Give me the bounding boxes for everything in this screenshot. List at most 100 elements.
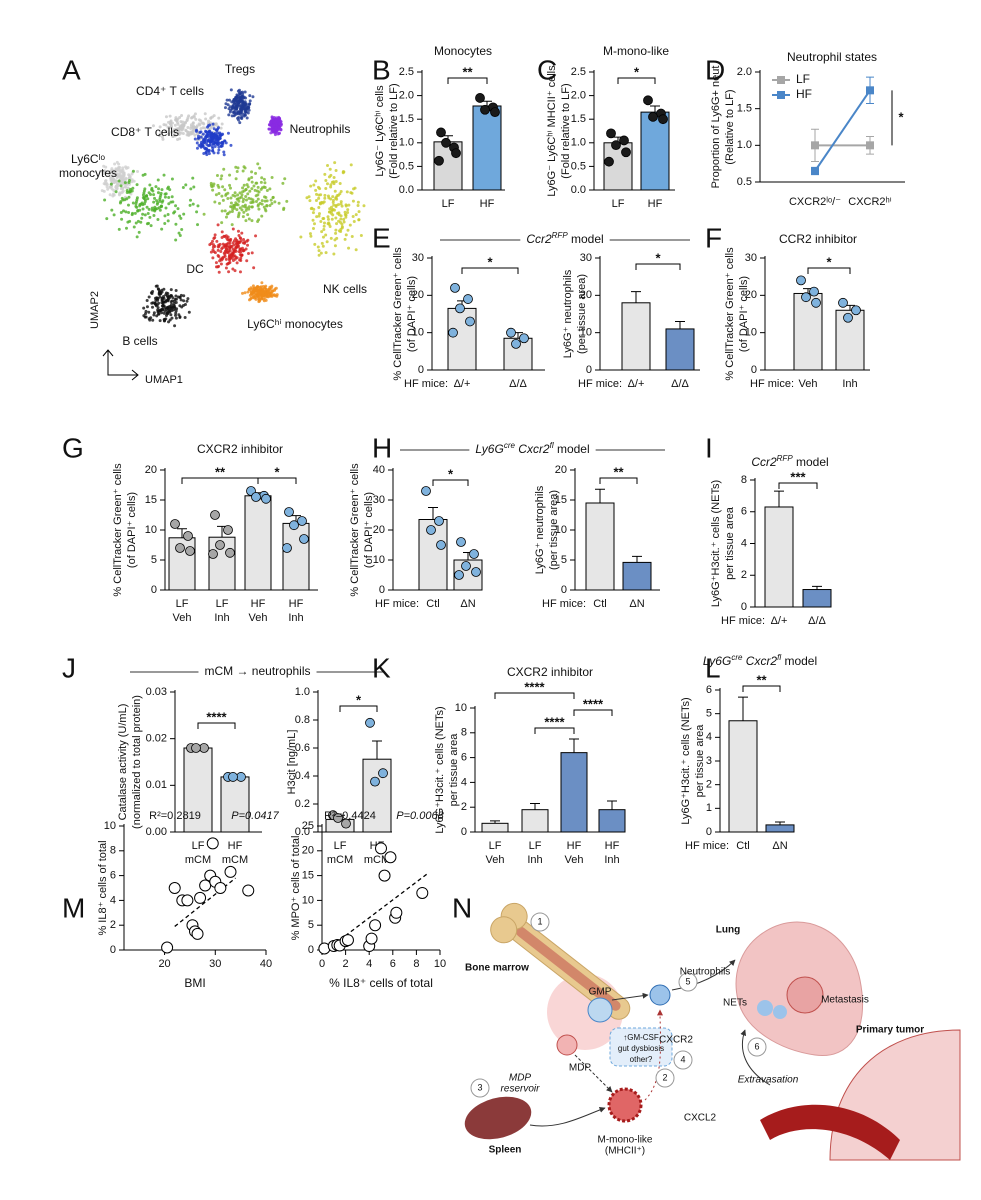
note-box xyxy=(609,1027,673,1067)
x-tick-label: Inh xyxy=(842,378,857,390)
umap-dot xyxy=(234,107,238,111)
umap-dot xyxy=(137,230,141,234)
legend-swatch xyxy=(777,76,785,84)
umap-dot xyxy=(260,199,264,203)
umap-dot xyxy=(157,291,161,295)
sig-label: * xyxy=(487,254,493,269)
umap-dot xyxy=(346,208,350,212)
umap-arrows xyxy=(102,349,139,381)
umap-dot xyxy=(264,293,268,297)
umap-dot xyxy=(145,205,149,209)
umap-dot xyxy=(226,196,230,200)
diagram-label: GMP xyxy=(589,987,612,998)
umap-dot xyxy=(237,233,241,237)
umap-dot xyxy=(179,293,183,297)
umap-dot xyxy=(235,169,239,173)
data-point xyxy=(365,932,378,945)
umap-dot xyxy=(314,188,318,192)
umap-dot xyxy=(213,236,217,240)
umap-dot xyxy=(168,121,172,125)
umap-dot xyxy=(177,130,181,134)
umap-dot xyxy=(199,127,203,131)
umap-dot xyxy=(317,196,321,200)
header-part: model xyxy=(568,232,604,246)
umap-dot xyxy=(277,201,281,205)
y-tick-label: 25 xyxy=(302,820,314,832)
umap-dot xyxy=(191,202,195,206)
header-part: Cxcr2 xyxy=(515,442,550,456)
umap-dot xyxy=(206,135,210,139)
umap-dot xyxy=(229,201,233,205)
umap-dot xyxy=(117,227,121,231)
y-tick-label: 2.5 xyxy=(399,66,414,78)
umap-dot xyxy=(158,197,162,201)
x-tick-label: Ctl xyxy=(426,598,439,610)
data-point xyxy=(208,549,218,559)
umap-dot xyxy=(252,266,256,270)
y-tick-label: 0 xyxy=(561,584,567,596)
umap-dot xyxy=(162,318,166,322)
umap-dot xyxy=(324,187,328,191)
y-tick-label: 15 xyxy=(302,870,314,882)
y-tick-label: 0 xyxy=(706,826,712,838)
umap-dot xyxy=(217,116,221,120)
umap-dot xyxy=(319,251,323,255)
umap-dot xyxy=(326,182,330,186)
umap-dot xyxy=(263,185,267,189)
umap-dot xyxy=(254,289,258,293)
bar xyxy=(665,328,695,371)
data-point xyxy=(809,286,819,297)
x-tick-label: LF xyxy=(529,840,542,852)
panel-letter: D xyxy=(705,54,725,85)
umap-dot xyxy=(339,230,343,234)
umap-dot xyxy=(188,198,192,202)
umap-dot xyxy=(228,186,232,190)
data-point xyxy=(333,813,343,823)
y-tick-label: 30 xyxy=(745,252,757,264)
umap-dot xyxy=(251,291,255,295)
umap-dot xyxy=(353,186,357,190)
umap-dot xyxy=(142,314,146,318)
x-tick-label: 10 xyxy=(434,958,446,970)
umap-dot xyxy=(177,313,181,317)
diagram-label: Extravasation xyxy=(738,1075,799,1086)
step-badge xyxy=(655,1068,675,1088)
header-part: cre xyxy=(731,653,743,662)
umap-dot xyxy=(149,224,153,228)
y-tick-label: 1.0 xyxy=(295,686,310,698)
x-tick-label: HF xyxy=(648,198,663,210)
umap-dot xyxy=(164,293,168,297)
umap-dot xyxy=(151,124,155,128)
umap-dot xyxy=(222,255,226,259)
chart-title: CXCR2 inhibitor xyxy=(507,665,593,679)
data-point xyxy=(843,312,853,323)
umap-dot xyxy=(164,115,168,119)
umap-dot xyxy=(216,253,220,257)
y-axis-label: (per tissue area) xyxy=(576,274,588,354)
umap-dot xyxy=(121,189,125,193)
umap-dot xyxy=(250,205,254,209)
umap-dot xyxy=(321,235,325,239)
data-point xyxy=(225,547,235,558)
umap-dot xyxy=(175,119,179,123)
umap-dot xyxy=(223,235,227,239)
umap-dot xyxy=(156,312,160,316)
umap-dot xyxy=(240,90,244,94)
umap-dot xyxy=(178,137,182,141)
umap-dot xyxy=(222,167,226,171)
x-tick-label: Inh xyxy=(604,854,619,866)
umap-dot xyxy=(201,132,205,136)
umap-dot xyxy=(312,207,316,211)
x-tick-label: 40 xyxy=(260,958,272,970)
stat-label: P=0.0417 xyxy=(231,810,279,822)
umap-dot xyxy=(331,201,335,205)
sig-label: ** xyxy=(215,464,226,479)
umap-dot xyxy=(332,208,336,212)
umap-dot xyxy=(115,184,119,188)
umap-dot xyxy=(203,126,207,130)
diagram-label: NETs xyxy=(723,998,747,1009)
data-point xyxy=(370,776,380,787)
y-axis-label: (Fold relative to LF) xyxy=(388,83,400,178)
cluster-label: Tregs xyxy=(225,62,255,76)
umap-dot xyxy=(227,256,231,260)
